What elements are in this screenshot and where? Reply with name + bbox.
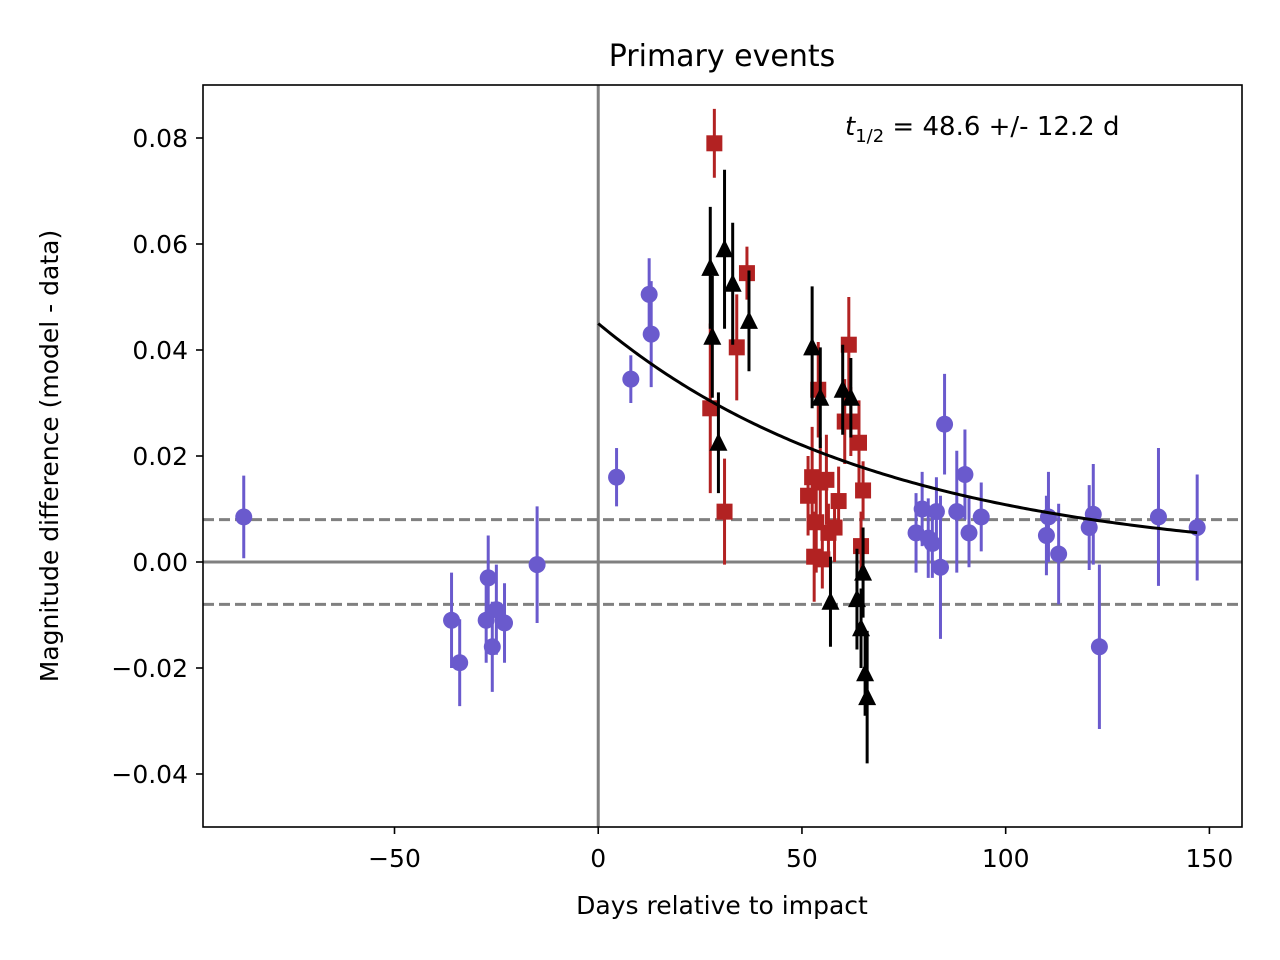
x-tick-label: −50	[368, 844, 421, 873]
data-point	[803, 337, 822, 356]
data-point	[948, 503, 966, 521]
data-point	[913, 500, 931, 518]
data-point	[738, 265, 755, 282]
data-point	[443, 611, 461, 629]
data-point	[923, 534, 941, 552]
data-point	[811, 387, 830, 406]
data-point	[451, 654, 469, 672]
y-tick-label: −0.04	[111, 760, 188, 789]
x-tick-label: 0	[590, 844, 606, 873]
fit-curve-layer	[597, 322, 1198, 535]
data-point	[709, 432, 728, 451]
data-point	[608, 468, 626, 486]
y-tick-label: 0.06	[132, 230, 188, 259]
half-life-annotation: t1/2 = 48.6 +/- 12.2 d	[845, 112, 1120, 147]
axes: −50 0 50 100 150 −0.04 −0.02 0.00 0.02 0.04 0.06 0.…	[111, 84, 1243, 873]
data-point	[858, 687, 877, 706]
y-tick-label: 0.02	[132, 442, 188, 471]
data-point	[1090, 638, 1108, 656]
data-point	[716, 503, 733, 520]
y-tick-label: −0.02	[111, 654, 188, 683]
data-point	[841, 387, 860, 406]
data-point	[487, 601, 505, 619]
data-point	[528, 556, 546, 574]
data-point	[483, 638, 501, 656]
data-series	[235, 108, 1206, 764]
data-point	[814, 551, 831, 568]
annotation-symbol: t	[845, 112, 856, 142]
series-black-triangles	[701, 169, 877, 764]
data-point	[723, 273, 742, 292]
data-point	[640, 285, 658, 303]
data-point	[956, 466, 974, 484]
data-point	[728, 339, 745, 356]
data-point	[840, 336, 857, 353]
data-point	[855, 482, 872, 499]
fit-curve	[597, 322, 1198, 535]
annotation-subscript: 1/2	[855, 126, 884, 147]
y-tick-label: 0.04	[132, 336, 188, 365]
y-tick-label: 0.00	[132, 548, 188, 577]
y-tick-label: 0.08	[132, 124, 188, 153]
data-point	[1050, 545, 1068, 563]
annotation-text: = 48.6 +/- 12.2 d	[884, 112, 1119, 142]
x-axis-label: Days relative to impact	[576, 891, 868, 920]
chart-title: Primary events	[609, 39, 836, 74]
data-point	[830, 493, 847, 510]
y-axis-label: Magnitude difference (model - data)	[35, 230, 64, 682]
data-point	[622, 370, 640, 388]
data-point	[479, 569, 497, 587]
data-point	[1149, 508, 1167, 526]
series-purple-circles	[235, 258, 1206, 729]
x-tick-label: 150	[1186, 844, 1234, 873]
data-point	[931, 558, 949, 576]
data-point	[477, 611, 495, 629]
data-point	[701, 257, 720, 276]
x-tick-label: 100	[982, 844, 1030, 873]
data-point	[856, 663, 875, 682]
data-point	[818, 471, 835, 488]
x-tick-label: 50	[786, 844, 818, 873]
data-point	[854, 562, 873, 581]
data-point	[715, 239, 734, 258]
data-point	[821, 591, 840, 610]
data-point	[706, 135, 723, 152]
data-point	[703, 326, 722, 345]
data-point	[960, 524, 978, 542]
data-point	[972, 508, 990, 526]
data-point	[853, 538, 870, 555]
data-point	[235, 508, 253, 526]
data-point	[642, 325, 660, 343]
data-point	[739, 310, 758, 329]
data-point	[850, 434, 867, 451]
data-point	[927, 503, 945, 521]
data-point	[1037, 527, 1055, 544]
data-point	[833, 379, 852, 398]
data-point	[496, 614, 514, 632]
data-point	[936, 415, 954, 433]
data-point	[826, 519, 843, 536]
